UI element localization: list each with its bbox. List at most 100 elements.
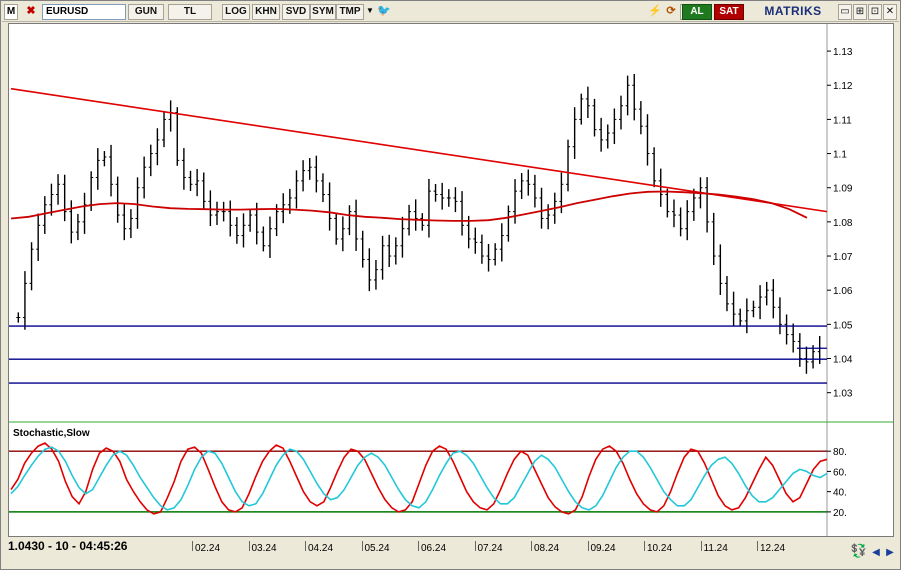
- stoch-tick-label: 20.: [833, 508, 847, 519]
- buy-button[interactable]: AL: [682, 4, 712, 20]
- log-button[interactable]: LOG: [222, 4, 250, 20]
- ohlc-bar: [162, 112, 167, 148]
- ohlc-bar: [122, 203, 127, 241]
- ohlc-bars: [16, 74, 822, 374]
- period-button[interactable]: GUN: [128, 4, 164, 20]
- ohlc-bar: [652, 147, 657, 188]
- ohlc-bar: [248, 208, 253, 232]
- ohlc-bar: [29, 242, 34, 291]
- ohlc-bar: [764, 281, 769, 306]
- ohlc-bar: [215, 201, 219, 225]
- stoch-d-line: [10, 446, 828, 511]
- ohlc-bar: [373, 259, 378, 290]
- ohlc-bar: [115, 176, 120, 223]
- ohlc-bar: [625, 75, 630, 116]
- ohlc-bar: [181, 148, 186, 190]
- ohlc-bar: [433, 183, 438, 202]
- twitter-icon[interactable]: 🐦: [377, 5, 391, 17]
- stochastic-panel: 80. 60. 40. 20.: [9, 442, 847, 519]
- flag-icon[interactable]: ✖: [26, 5, 36, 17]
- ohlc-bar: [387, 234, 392, 268]
- tmp-button[interactable]: TMP: [336, 4, 364, 20]
- toolbar: M ✖ EURUSD GUN TL LOG KHN SVD SYM TMP ▼ …: [2, 2, 899, 22]
- ohlc-bar: [638, 101, 643, 135]
- ohlc-bar: [691, 188, 696, 221]
- ohlc-bar: [420, 213, 425, 231]
- ohlc-bar: [426, 178, 431, 238]
- price-tick-label: 1.11: [833, 115, 852, 126]
- date-tick-mark: [644, 541, 645, 551]
- ohlc-bar: [75, 213, 80, 241]
- ohlc-bar: [155, 128, 160, 166]
- sym-button[interactable]: SYM: [310, 4, 336, 20]
- ohlc-bar: [380, 235, 385, 280]
- ohlc-bar: [221, 201, 226, 222]
- ohlc-bar: [605, 124, 610, 149]
- ohlc-bar: [95, 148, 100, 190]
- maximize-button[interactable]: ⊡: [868, 4, 882, 20]
- ohlc-bar: [499, 223, 504, 262]
- matriks-logo: MATRIKS: [764, 4, 822, 18]
- close-button[interactable]: ✕: [883, 4, 897, 20]
- ohlc-bar: [572, 107, 577, 159]
- ohlc-bar: [493, 243, 498, 266]
- ohlc-bar: [771, 279, 776, 319]
- date-tick-label: 11.24: [703, 543, 728, 554]
- ohlc-bar: [128, 209, 133, 239]
- stoch-k-line: [10, 442, 828, 515]
- currency-button[interactable]: TL: [168, 4, 212, 20]
- ohlc-bar: [446, 189, 451, 207]
- ohlc-bar: [241, 213, 246, 248]
- ohlc-bar: [526, 169, 531, 196]
- price-tick-label: 1.04: [833, 355, 853, 366]
- ohlc-bar: [804, 346, 809, 374]
- refresh-icon[interactable]: ⟳: [666, 5, 676, 17]
- sell-button[interactable]: SAT: [714, 4, 744, 20]
- ohlc-bar: [62, 174, 67, 222]
- stochastic-title: Stochastic,Slow: [13, 428, 90, 439]
- stoch-tick-label: 60.: [833, 467, 847, 478]
- lightning-icon[interactable]: ⚡: [648, 5, 662, 17]
- currency-swap-icon[interactable]: 💱: [850, 543, 868, 558]
- date-tick-mark: [305, 541, 306, 551]
- date-tick-label: 10.24: [647, 543, 673, 554]
- ohlc-bar: [532, 174, 537, 208]
- ohlc-bar: [102, 151, 107, 167]
- ohlc-bar: [665, 188, 670, 218]
- ohlc-bar: [612, 108, 617, 144]
- date-tick-label: 02.24: [195, 543, 221, 554]
- scroll-left-icon[interactable]: ◀: [872, 547, 880, 558]
- ohlc-bar: [367, 248, 372, 292]
- ohlc-bar: [777, 297, 782, 335]
- date-tick-mark: [531, 541, 532, 551]
- dropdown-arrow-icon[interactable]: ▼: [366, 6, 374, 15]
- ohlc-bar: [82, 192, 87, 234]
- ohlc-bar: [546, 204, 551, 230]
- svd-button[interactable]: SVD: [282, 4, 310, 20]
- price-tick-label: 1.05: [833, 320, 853, 331]
- minimize-button[interactable]: ▭: [838, 4, 852, 20]
- symbol-input[interactable]: EURUSD: [42, 4, 126, 20]
- scroll-right-icon[interactable]: ▶: [886, 547, 894, 558]
- tile-button[interactable]: ⊞: [853, 4, 867, 20]
- ohlc-bar: [56, 174, 61, 205]
- ohlc-bar: [678, 207, 683, 237]
- date-tick-label: 05.24: [364, 543, 390, 554]
- ohlc-bar: [208, 190, 213, 227]
- ohlc-bar: [619, 95, 623, 130]
- ohlc-bar: [360, 230, 365, 268]
- khn-button[interactable]: KHN: [252, 4, 280, 20]
- ohlc-bar: [731, 291, 736, 327]
- ohlc-bar: [671, 199, 676, 228]
- price-tick-label: 1.08: [833, 218, 853, 229]
- ohlc-bar: [334, 212, 339, 245]
- ohlc-bar: [228, 200, 233, 237]
- date-tick-mark: [192, 541, 193, 551]
- chart-area[interactable]: 1.13 1.12 1.11 1.1 1.09 1.08 1.07 1.06 1.05 1.04 1…: [8, 23, 894, 537]
- price-chart-svg: 1.13 1.12 1.11 1.1 1.09 1.08 1.07 1.06 1.05 1.04 1…: [9, 24, 893, 536]
- date-tick-label: 07.24: [477, 543, 503, 554]
- ohlc-bar: [49, 183, 54, 216]
- ohlc-bar: [69, 200, 74, 244]
- menu-button[interactable]: M: [4, 4, 18, 20]
- ohlc-bar: [645, 114, 650, 166]
